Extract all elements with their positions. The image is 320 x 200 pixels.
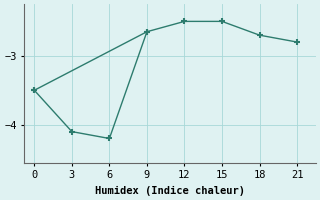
X-axis label: Humidex (Indice chaleur): Humidex (Indice chaleur): [95, 186, 245, 196]
